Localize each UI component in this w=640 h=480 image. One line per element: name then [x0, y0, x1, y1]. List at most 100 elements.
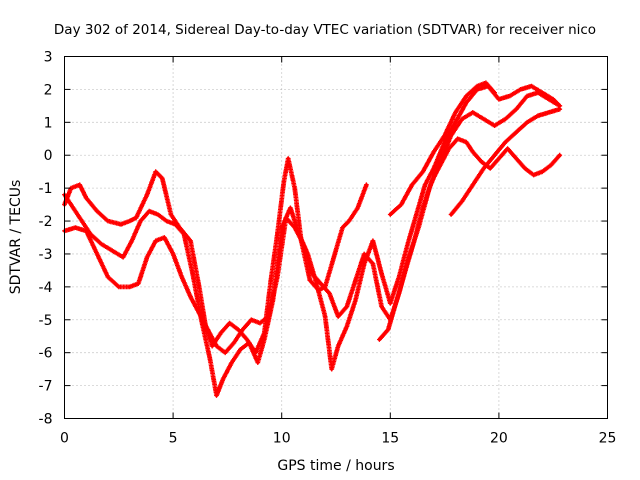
data-point	[464, 100, 468, 105]
data-point	[377, 337, 382, 342]
y-tick-label: -1	[39, 181, 53, 197]
data-point	[380, 305, 384, 309]
data-point	[432, 150, 436, 154]
data-point	[182, 232, 186, 236]
series-2	[62, 90, 563, 356]
data-point	[223, 351, 227, 355]
data-point	[529, 84, 534, 88]
data-point	[456, 137, 460, 141]
data-point	[558, 153, 562, 157]
data-point	[119, 222, 123, 226]
data-point	[547, 97, 551, 101]
series-4-markers	[448, 106, 563, 217]
data-point	[136, 281, 140, 286]
data-point	[460, 199, 464, 203]
ticks: 0 5 10 15 20 25 -8 -7 -6 -5 -4 -3 -2 -1 0 1 2 3	[39, 50, 617, 447]
data-point	[421, 206, 425, 210]
data-point	[191, 272, 195, 276]
y-tick-label: -5	[39, 313, 53, 329]
data-point	[525, 120, 529, 124]
data-point	[443, 133, 447, 138]
data-point	[275, 275, 279, 279]
data-point	[73, 226, 77, 230]
data-point	[310, 272, 314, 276]
data-point	[282, 179, 286, 184]
series-0-markers	[62, 156, 369, 356]
data-point	[188, 239, 193, 243]
data-point	[275, 232, 279, 236]
y-tick-label: 3	[44, 50, 53, 66]
data-point	[99, 242, 104, 246]
data-point	[388, 212, 392, 217]
x-tick-label: 5	[169, 431, 178, 447]
data-point	[84, 196, 88, 200]
y-tick-label: -7	[39, 379, 53, 395]
data-point	[164, 219, 169, 223]
data-point	[160, 176, 164, 180]
data-point	[323, 314, 327, 319]
series-1-markers	[62, 83, 563, 398]
data-point	[319, 281, 323, 286]
data-point	[488, 166, 492, 170]
data-point	[247, 341, 251, 345]
data-point	[173, 222, 177, 226]
data-point	[399, 202, 403, 207]
data-point	[356, 206, 360, 210]
data-point	[464, 94, 468, 98]
data-point	[219, 331, 223, 335]
data-point	[171, 252, 175, 256]
data-point	[128, 219, 132, 223]
data-point	[258, 321, 262, 325]
data-point	[460, 117, 464, 121]
data-point	[523, 166, 527, 170]
data-point	[267, 314, 271, 319]
data-point	[162, 235, 167, 240]
data-point	[232, 341, 236, 345]
y-axis-label: SDTVAR / TECUs	[8, 180, 24, 295]
data-point	[410, 183, 414, 187]
data-point	[80, 219, 84, 223]
data-point	[106, 275, 110, 279]
data-point	[332, 255, 336, 259]
data-point	[547, 110, 551, 115]
data-point	[353, 298, 358, 302]
data-point	[245, 337, 249, 342]
data-point	[293, 186, 297, 190]
chart-title: Day 302 of 2014, Sidereal Day-to-day VTE…	[54, 22, 596, 38]
data-point	[388, 301, 392, 305]
data-point	[514, 130, 518, 134]
y-tick-label: 1	[44, 115, 53, 131]
data-point	[288, 206, 292, 210]
data-point	[169, 212, 173, 217]
data-point	[532, 173, 536, 177]
data-point	[443, 140, 447, 144]
data-point	[110, 249, 114, 253]
data-point	[197, 285, 201, 289]
data-point	[130, 239, 134, 243]
data-point	[197, 311, 201, 315]
x-axis-label: GPS time / hours	[277, 458, 394, 474]
data-point	[519, 87, 523, 92]
data-point	[471, 183, 475, 187]
data-point	[508, 94, 512, 98]
data-point	[154, 239, 158, 243]
data-point	[453, 110, 458, 115]
data-point	[364, 183, 369, 187]
grid	[64, 56, 608, 419]
data-point	[492, 124, 497, 128]
data-point	[497, 97, 501, 101]
data-point	[340, 226, 345, 230]
data-point	[421, 170, 425, 174]
data-point	[78, 183, 82, 187]
data-point	[206, 328, 210, 332]
data-point	[106, 219, 110, 223]
data-point	[308, 278, 312, 282]
data-point	[503, 140, 508, 144]
data-point	[362, 252, 366, 256]
series-5	[387, 80, 497, 217]
data-point	[423, 183, 427, 187]
data-point	[95, 209, 99, 213]
data-point	[536, 91, 540, 95]
